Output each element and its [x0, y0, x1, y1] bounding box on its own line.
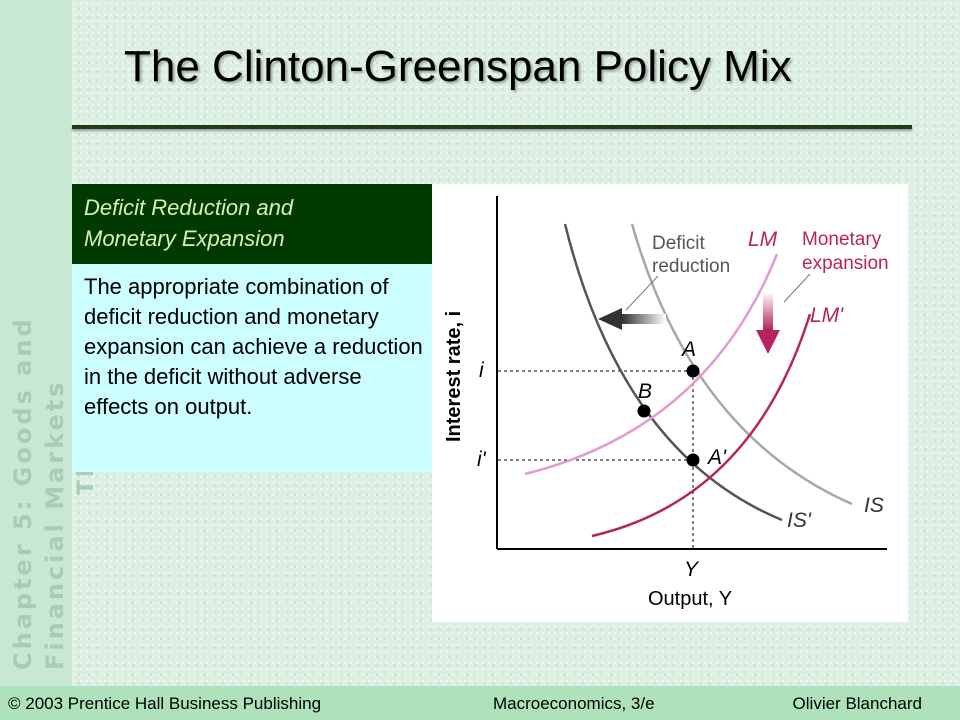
footer-book-title: Macroeconomics, 3/e	[493, 694, 655, 713]
is-label: IS	[864, 494, 884, 517]
point-a-prime	[686, 453, 700, 467]
lm-prime-label: LM'	[810, 304, 844, 327]
y-axis-label: Interest rate, i	[443, 311, 465, 442]
deficit-leader-line	[625, 275, 659, 311]
point-a-prime-label: A'	[706, 446, 727, 469]
chapter-side-band: Chapter 5: Goods and Financial Markets T…	[0, 0, 99, 686]
title-divider	[72, 125, 912, 129]
chapter-side-title-line1: Chapter 5: Goods and Financial Markets	[9, 316, 69, 670]
point-b	[637, 404, 651, 418]
box-heading-line1: Deficit Reduction and	[84, 195, 294, 220]
guide-lines	[498, 370, 694, 548]
downward-shift-arrow	[756, 292, 780, 354]
x-axis-label: Output, Y	[648, 588, 732, 610]
footer-author: Olivier Blanchard	[792, 694, 922, 713]
leftward-shift-arrow	[598, 308, 666, 330]
is-prime-label: IS'	[787, 509, 812, 532]
deficit-annotation-line2: reduction	[652, 256, 730, 277]
slide-title: The Clinton-Greenspan Policy Mix	[124, 42, 792, 91]
footer-bar: © 2003 Prentice Hall Business Publishing…	[0, 686, 960, 720]
monetary-annotation-line2: expansion	[802, 253, 889, 274]
monetary-leader-line	[783, 273, 811, 303]
lm-label: LM	[748, 228, 778, 251]
box-heading: Deficit Reduction and Monetary Expansion	[72, 184, 432, 264]
footer-copyright: © 2003 Prentice Hall Business Publishing	[8, 694, 322, 713]
y-tick-i: i	[479, 359, 485, 382]
box-heading-line2: Monetary Expansion	[84, 226, 285, 251]
point-a-label: A	[680, 338, 696, 361]
is-lm-diagram: Interest rate, i Output, Y Y i i' A B A'…	[432, 184, 908, 622]
lm-curve	[524, 253, 779, 476]
point-a	[686, 364, 700, 378]
box-body: The appropriate combination of deficit r…	[72, 264, 432, 472]
point-b-label: B	[638, 380, 652, 403]
lm-prime-curve	[591, 313, 812, 538]
box-body-text: The appropriate combination of deficit r…	[84, 274, 423, 419]
axes	[496, 196, 887, 550]
box-heading-text: Deficit Reduction and Monetary Expansion	[84, 192, 424, 254]
x-tick-y: Y	[684, 558, 700, 581]
is-curve	[630, 223, 853, 506]
y-tick-i-prime: i'	[477, 448, 487, 471]
monetary-annotation-line1: Monetary	[802, 229, 882, 250]
deficit-annotation-line1: Deficit	[652, 233, 706, 254]
